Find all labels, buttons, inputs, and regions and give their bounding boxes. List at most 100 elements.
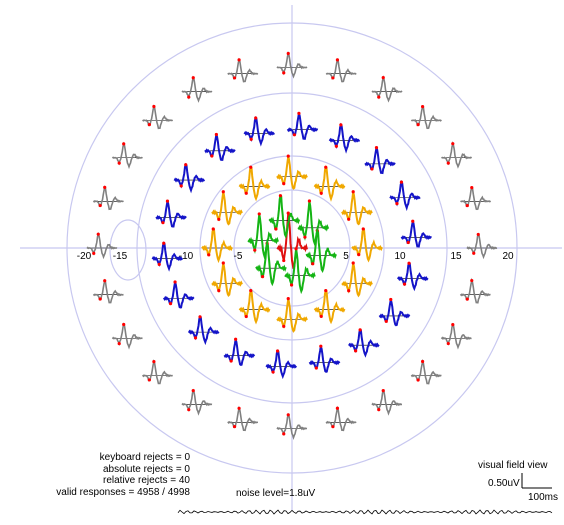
trace-waveform (276, 50, 308, 79)
trace (276, 297, 308, 333)
peak-marker (168, 302, 173, 306)
peak-marker (389, 297, 393, 302)
trace (276, 412, 308, 440)
peak-marker (191, 388, 195, 393)
scale-amplitude-label: 0.50uV (488, 478, 520, 489)
trace-waveform (371, 388, 402, 416)
peak-marker (406, 240, 410, 245)
trace (348, 328, 380, 358)
peak-marker (237, 406, 241, 410)
peak-marker (294, 247, 298, 251)
peak-marker (282, 182, 286, 186)
peak-marker (244, 314, 248, 319)
peak-marker (331, 76, 335, 80)
peak-marker (303, 235, 307, 239)
trace (276, 154, 308, 190)
trace (466, 232, 498, 260)
trace (371, 75, 403, 103)
trace-waveform (305, 228, 337, 273)
peak-marker (193, 336, 198, 340)
peak-marker (286, 413, 290, 417)
trace-waveform (181, 388, 213, 416)
peak-marker (307, 199, 312, 203)
trace-waveform (371, 75, 403, 103)
trace-waveform (276, 155, 308, 190)
trace-waveform (92, 185, 124, 211)
peak-marker (282, 432, 286, 436)
peak-marker (234, 337, 238, 341)
trace (351, 227, 383, 263)
peak-marker (152, 360, 156, 364)
polar-grid (20, 5, 562, 510)
trace (155, 199, 187, 228)
rejection-stats: keyboard rejects = 0 absolute rejects = … (18, 452, 190, 498)
peak-marker (257, 212, 261, 216)
peak-marker (98, 203, 102, 208)
trace-waveform (410, 358, 442, 385)
trace (459, 277, 491, 304)
peak-marker (421, 105, 425, 109)
peak-marker (374, 145, 379, 150)
peak-marker (221, 190, 225, 194)
trace-waveform (111, 322, 143, 350)
trace (204, 132, 236, 161)
noise-level-text: noise level=1.8uV (236, 488, 316, 499)
peak-marker (147, 378, 151, 382)
peak-marker (416, 378, 420, 382)
trace (265, 349, 298, 380)
trace (187, 315, 220, 346)
trace (247, 212, 279, 260)
peak-marker (334, 144, 338, 148)
trace-waveform (313, 289, 346, 325)
trace (284, 247, 316, 295)
trace-waveform (389, 179, 421, 212)
peak-marker (314, 366, 318, 370)
blind-spot-marker (109, 219, 147, 281)
peak-marker (319, 314, 323, 319)
trace-waveform (155, 200, 187, 228)
trace (141, 359, 173, 385)
trace (223, 337, 256, 366)
trace (268, 193, 301, 239)
peak-marker (370, 167, 374, 171)
trace (181, 75, 213, 103)
peak-marker (335, 58, 340, 62)
peak-marker (122, 142, 126, 146)
peak-marker (191, 76, 195, 80)
peak-marker (237, 58, 241, 62)
trace (111, 141, 143, 170)
trace-waveform (410, 104, 442, 130)
peak-marker (384, 319, 388, 323)
peak-marker (117, 342, 121, 346)
trace (142, 104, 173, 130)
axis-tick-label: 10 (394, 251, 406, 262)
trace (243, 116, 275, 147)
peak-marker (282, 324, 286, 328)
peak-marker (402, 282, 407, 286)
trace (341, 261, 373, 298)
trace (92, 185, 124, 211)
trace-waveform (440, 322, 472, 350)
peak-marker (98, 297, 102, 301)
trace (201, 227, 233, 264)
scale-bar (521, 473, 552, 489)
trace (325, 58, 357, 83)
peak-marker (210, 154, 214, 158)
trace (211, 190, 243, 226)
trace (313, 289, 346, 325)
peak-marker (357, 253, 361, 257)
trace-waveform (111, 141, 143, 170)
trace-waveform (341, 262, 373, 298)
peak-marker (253, 248, 257, 252)
peak-marker (271, 370, 275, 374)
trace (286, 111, 319, 140)
trace-waveform (308, 345, 341, 373)
peak-marker (249, 165, 253, 169)
trace (396, 261, 429, 292)
peak-marker (324, 165, 328, 169)
peak-marker (319, 344, 323, 348)
trace-waveform (351, 227, 383, 263)
peak-marker (147, 123, 151, 127)
peak-marker (421, 359, 425, 364)
peak-marker (286, 211, 290, 215)
